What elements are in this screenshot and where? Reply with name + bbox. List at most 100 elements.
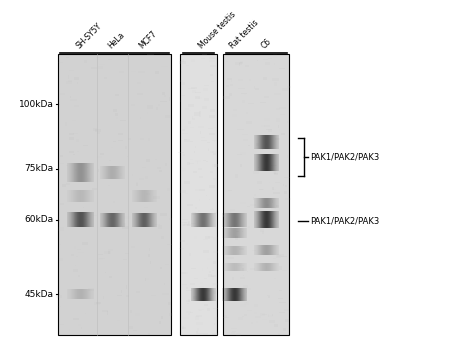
- Bar: [247, 225, 250, 228]
- Bar: [208, 298, 211, 300]
- Bar: [73, 154, 75, 155]
- Bar: [213, 127, 216, 128]
- Bar: [187, 121, 191, 124]
- Bar: [60, 93, 65, 95]
- Bar: [253, 194, 255, 196]
- Bar: [186, 243, 188, 245]
- Bar: [261, 148, 262, 150]
- Bar: [265, 143, 268, 145]
- Bar: [196, 315, 202, 316]
- Bar: [107, 312, 108, 315]
- Bar: [247, 206, 249, 207]
- Bar: [257, 60, 258, 61]
- Bar: [167, 302, 171, 305]
- Bar: [233, 109, 237, 111]
- Bar: [268, 320, 275, 323]
- Bar: [223, 315, 227, 318]
- Bar: [139, 255, 140, 257]
- Bar: [199, 274, 200, 275]
- Bar: [222, 317, 228, 318]
- Bar: [82, 242, 87, 245]
- Bar: [262, 314, 266, 315]
- Bar: [105, 272, 106, 273]
- Bar: [258, 189, 263, 190]
- Bar: [254, 316, 260, 318]
- Bar: [212, 151, 216, 153]
- Bar: [185, 108, 188, 110]
- Bar: [59, 324, 64, 325]
- Bar: [186, 287, 187, 289]
- Bar: [270, 208, 275, 209]
- Bar: [62, 184, 66, 187]
- Bar: [190, 127, 193, 128]
- Bar: [168, 218, 171, 220]
- Bar: [223, 273, 224, 274]
- Bar: [93, 215, 96, 216]
- Bar: [193, 226, 198, 228]
- Bar: [188, 299, 190, 302]
- Bar: [154, 224, 160, 225]
- Bar: [71, 99, 77, 101]
- Bar: [223, 96, 230, 99]
- Bar: [207, 149, 209, 152]
- Bar: [212, 260, 216, 264]
- Bar: [204, 289, 210, 292]
- Bar: [181, 272, 185, 274]
- Bar: [267, 314, 269, 317]
- Bar: [157, 104, 160, 106]
- Bar: [127, 155, 128, 157]
- Bar: [235, 231, 238, 232]
- Bar: [202, 250, 208, 253]
- Bar: [92, 128, 97, 131]
- Bar: [238, 275, 244, 276]
- Bar: [138, 71, 144, 73]
- Bar: [226, 61, 228, 62]
- Bar: [245, 290, 246, 293]
- Bar: [262, 255, 264, 257]
- Bar: [145, 278, 146, 281]
- Bar: [253, 304, 258, 307]
- Text: 45kDa: 45kDa: [25, 290, 53, 299]
- Bar: [190, 141, 193, 142]
- Bar: [155, 71, 158, 74]
- Bar: [248, 145, 249, 146]
- Bar: [211, 275, 215, 277]
- Text: C6: C6: [260, 37, 273, 50]
- Bar: [262, 319, 267, 320]
- Bar: [197, 97, 202, 99]
- Bar: [104, 251, 111, 253]
- Bar: [165, 163, 167, 166]
- Bar: [280, 133, 285, 135]
- Bar: [139, 178, 143, 180]
- Bar: [183, 154, 185, 156]
- Bar: [66, 82, 71, 84]
- Bar: [191, 192, 192, 193]
- Bar: [259, 229, 263, 232]
- Bar: [192, 171, 197, 173]
- Bar: [200, 137, 204, 138]
- Bar: [101, 310, 108, 312]
- Bar: [180, 58, 183, 62]
- Bar: [57, 62, 63, 63]
- Bar: [202, 160, 206, 161]
- Bar: [107, 184, 110, 186]
- Bar: [273, 192, 279, 194]
- Bar: [163, 283, 164, 285]
- Bar: [118, 133, 122, 134]
- Bar: [213, 317, 218, 321]
- Bar: [116, 117, 118, 119]
- Bar: [66, 57, 69, 58]
- Bar: [276, 255, 280, 258]
- Bar: [267, 296, 269, 298]
- Bar: [147, 112, 148, 114]
- Bar: [97, 254, 103, 255]
- Bar: [150, 261, 151, 264]
- Bar: [69, 70, 73, 71]
- Bar: [211, 140, 216, 141]
- Bar: [272, 258, 276, 259]
- Bar: [222, 215, 225, 217]
- Bar: [147, 333, 150, 335]
- Bar: [224, 300, 228, 301]
- Bar: [181, 71, 182, 72]
- Bar: [161, 66, 167, 67]
